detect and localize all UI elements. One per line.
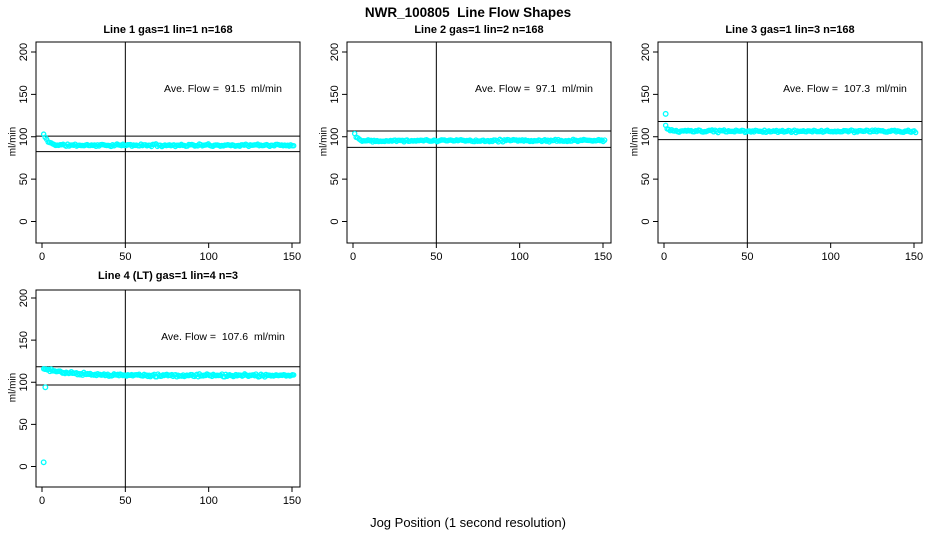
svg-text:100: 100 bbox=[18, 373, 30, 391]
panel-4-y-axis-label: ml/min bbox=[7, 372, 19, 403]
panel-2-ave-flow-annotation: Ave. Flow = 97.1 ml/min bbox=[475, 83, 593, 95]
svg-text:100: 100 bbox=[510, 251, 528, 263]
panel-2-plot: 0 50 100 150 200 0 50 100 150 bbox=[329, 41, 612, 263]
svg-text:50: 50 bbox=[119, 251, 131, 263]
panel-3-ave-flow-annotation: Ave. Flow = 107.3 ml/min bbox=[783, 83, 907, 95]
figure-title: NWR_100805 Line Flow Shapes bbox=[364, 5, 572, 20]
svg-text:0: 0 bbox=[640, 218, 652, 224]
panel-3-title: Line 3 gas=1 lin=3 n=168 bbox=[725, 24, 855, 36]
panel-4-title: Line 4 (LT) gas=1 lin=4 n=3 bbox=[97, 270, 239, 282]
svg-text:150: 150 bbox=[283, 251, 301, 263]
svg-text:0: 0 bbox=[329, 218, 341, 224]
svg-text:100: 100 bbox=[18, 128, 30, 146]
svg-text:150: 150 bbox=[329, 85, 341, 103]
svg-text:50: 50 bbox=[18, 173, 30, 185]
panel-2-title: Line 2 gas=1 lin=2 n=168 bbox=[414, 24, 544, 36]
svg-text:100: 100 bbox=[199, 495, 217, 507]
panel-2-points bbox=[351, 130, 608, 145]
x-axis-label: Jog Position (1 second resolution) bbox=[370, 515, 566, 530]
panel-2-y-axis-label: ml/min bbox=[318, 126, 330, 157]
svg-text:100: 100 bbox=[821, 251, 839, 263]
svg-text:0: 0 bbox=[18, 218, 30, 224]
svg-text:200: 200 bbox=[640, 43, 652, 61]
svg-text:100: 100 bbox=[640, 128, 652, 146]
svg-text:100: 100 bbox=[199, 251, 217, 263]
panel-4-ave-flow-annotation: Ave. Flow = 107.6 ml/min bbox=[161, 331, 285, 343]
panel-3-points bbox=[662, 110, 919, 136]
svg-text:50: 50 bbox=[741, 251, 753, 263]
panel-4-plot: 0 50 100 150 200 0 50 100 150 bbox=[18, 289, 301, 507]
panel-1-ave-flow-annotation: Ave. Flow = 91.5 ml/min bbox=[164, 83, 282, 95]
panel-3-y-axis-label: ml/min bbox=[629, 126, 641, 157]
panel-1-y-axis-label: ml/min bbox=[7, 126, 19, 157]
svg-text:150: 150 bbox=[640, 85, 652, 103]
svg-text:150: 150 bbox=[905, 251, 923, 263]
svg-text:0: 0 bbox=[39, 495, 45, 507]
panel-1-title: Line 1 gas=1 lin=1 n=168 bbox=[103, 24, 233, 36]
svg-text:200: 200 bbox=[18, 289, 30, 307]
svg-text:150: 150 bbox=[18, 331, 30, 349]
svg-text:50: 50 bbox=[430, 251, 442, 263]
panel-1-plot: 0 50 100 150 200 0 50 100 150 bbox=[18, 41, 301, 263]
svg-text:150: 150 bbox=[18, 85, 30, 103]
svg-text:0: 0 bbox=[350, 251, 356, 263]
svg-text:50: 50 bbox=[329, 173, 341, 185]
svg-text:50: 50 bbox=[640, 173, 652, 185]
svg-text:150: 150 bbox=[283, 495, 301, 507]
svg-text:0: 0 bbox=[39, 251, 45, 263]
panel-4-points bbox=[40, 366, 297, 466]
svg-text:50: 50 bbox=[119, 495, 131, 507]
svg-text:0: 0 bbox=[18, 463, 30, 469]
svg-text:200: 200 bbox=[329, 43, 341, 61]
svg-text:0: 0 bbox=[661, 251, 667, 263]
svg-text:150: 150 bbox=[594, 251, 612, 263]
svg-text:50: 50 bbox=[18, 418, 30, 430]
panel-3-plot: 0 50 100 150 200 0 50 100 150 bbox=[640, 41, 923, 263]
panel-1-points bbox=[40, 131, 297, 150]
svg-text:100: 100 bbox=[329, 128, 341, 146]
svg-text:200: 200 bbox=[18, 43, 30, 61]
